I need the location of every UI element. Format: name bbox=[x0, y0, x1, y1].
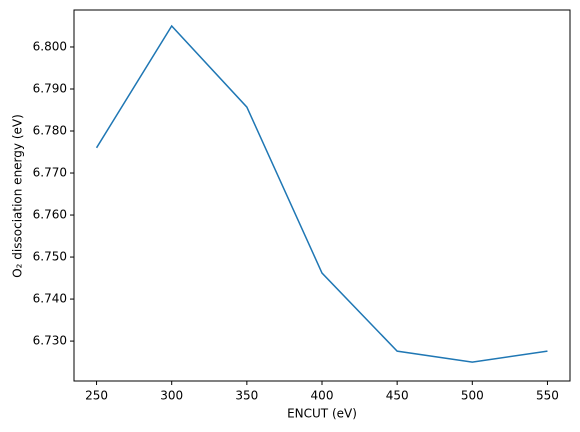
y-tick-label: 6.750 bbox=[33, 250, 67, 264]
x-tick-label: 550 bbox=[536, 389, 559, 403]
y-tick-label: 6.740 bbox=[33, 292, 67, 306]
y-tick-label: 6.730 bbox=[33, 334, 67, 348]
x-tick-label: 350 bbox=[235, 389, 258, 403]
plot-frame bbox=[73, 9, 571, 382]
x-tick-label: 450 bbox=[386, 389, 409, 403]
y-tick-label: 6.770 bbox=[33, 166, 67, 180]
x-tick-label: 300 bbox=[160, 389, 183, 403]
y-tick-label: 6.800 bbox=[33, 39, 67, 53]
x-tick-label: 250 bbox=[85, 389, 108, 403]
y-tick-label: 6.790 bbox=[33, 81, 67, 95]
x-tick-label: 400 bbox=[311, 389, 334, 403]
data-line bbox=[95, 24, 548, 363]
y-axis-label: O₂ dissociation energy (eV) bbox=[11, 114, 25, 278]
x-axis-label: ENCUT (eV) bbox=[287, 407, 357, 421]
y-tick-label: 6.780 bbox=[33, 124, 67, 138]
x-tick-label: 500 bbox=[461, 389, 484, 403]
y-tick-label: 6.760 bbox=[33, 208, 67, 222]
